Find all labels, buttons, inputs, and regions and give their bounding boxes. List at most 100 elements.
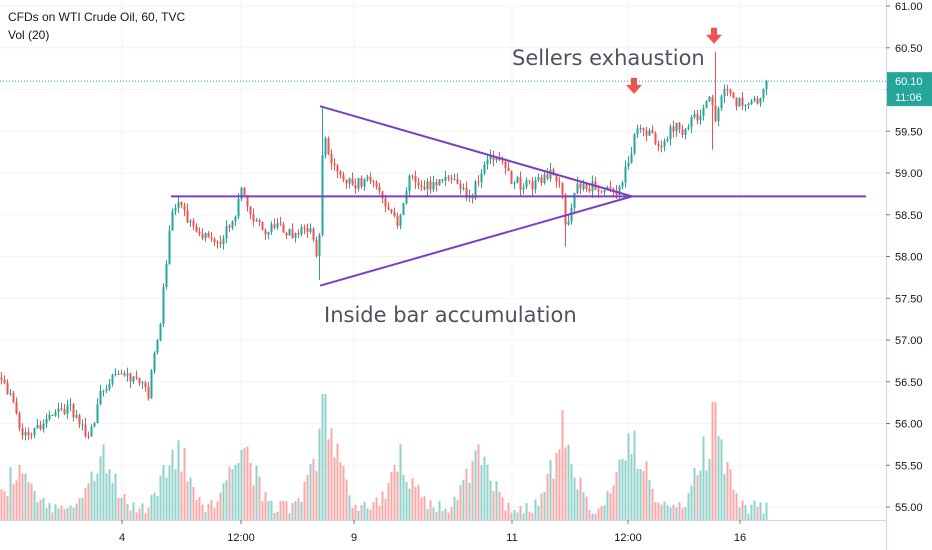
candle-body xyxy=(486,159,489,165)
candle-body xyxy=(138,377,141,384)
volume-bar xyxy=(594,513,597,520)
candle-body xyxy=(393,211,396,216)
candle-body xyxy=(672,126,675,132)
volume-bar xyxy=(372,502,375,520)
candle-body xyxy=(18,413,21,429)
volume-bar xyxy=(267,501,270,520)
volume-bar xyxy=(156,495,159,520)
candle-body xyxy=(315,239,318,256)
candle-body xyxy=(120,373,123,375)
candle-body xyxy=(270,224,273,233)
price-tick-label: 59.00 xyxy=(895,168,923,180)
volume-bar xyxy=(441,511,444,520)
volume-bar xyxy=(360,505,363,520)
volume-bar xyxy=(573,477,576,520)
volume-bar xyxy=(258,476,261,520)
volume-bar xyxy=(423,496,426,520)
volume-bar xyxy=(6,496,9,520)
candle-body xyxy=(765,81,768,90)
candle-body xyxy=(21,428,24,436)
volume-bar xyxy=(309,464,312,520)
candle-body xyxy=(321,155,324,235)
candle-body xyxy=(642,128,645,131)
candle-body xyxy=(75,415,78,418)
volume-bar xyxy=(582,492,585,520)
volume-bar xyxy=(234,464,237,520)
volume-bar xyxy=(270,500,273,520)
volume-bar xyxy=(765,502,768,520)
volume-bar xyxy=(327,439,330,520)
volume-bar xyxy=(762,513,765,520)
candle-body xyxy=(633,134,636,154)
candle-body xyxy=(216,242,219,244)
candle-body xyxy=(501,160,504,162)
candle-body xyxy=(0,377,3,381)
candle-body xyxy=(555,175,558,182)
candle-body xyxy=(558,181,561,184)
volume-bar xyxy=(705,470,708,520)
candle-body xyxy=(354,184,357,189)
volume-bar xyxy=(12,484,15,520)
candle-body xyxy=(342,175,345,180)
volume-bar xyxy=(651,488,654,520)
volume-bar xyxy=(462,479,465,520)
volume-bar xyxy=(681,508,684,520)
volume-bar xyxy=(684,507,687,520)
candle-body xyxy=(540,177,543,184)
volume-bar xyxy=(138,508,141,520)
volume-bar xyxy=(714,402,717,520)
volume-bar xyxy=(144,513,147,520)
volume-bar xyxy=(183,447,186,520)
candle-body xyxy=(603,190,606,193)
volume-bar xyxy=(357,510,360,520)
volume-bar xyxy=(300,501,303,520)
candle-body xyxy=(615,191,618,195)
candle-body xyxy=(618,186,621,195)
volume-bar xyxy=(711,402,714,520)
candle-body xyxy=(390,209,393,212)
candle-body xyxy=(12,392,15,403)
volume-bar xyxy=(81,497,84,520)
volume-bar xyxy=(57,508,60,520)
volume-bar xyxy=(306,474,309,520)
candle-body xyxy=(345,179,348,184)
symbol-legend[interactable]: CFDs on WTI Crude Oil, 60, TVC xyxy=(8,10,186,24)
candle-body xyxy=(438,179,441,186)
volume-bar xyxy=(174,469,177,520)
volume-bar xyxy=(543,491,546,520)
volume-bar xyxy=(483,456,486,520)
volume-bar xyxy=(570,463,573,520)
volume-bar xyxy=(102,444,105,520)
volume-bar xyxy=(606,491,609,520)
candle-body xyxy=(441,179,444,181)
volume-bar xyxy=(201,504,204,520)
candle-body xyxy=(531,181,534,190)
volume-bar xyxy=(495,481,498,520)
price-tick-label: 57.00 xyxy=(895,335,923,347)
grid xyxy=(0,0,886,520)
volume-bar xyxy=(0,489,3,520)
volume-bar xyxy=(486,464,489,520)
candle-body xyxy=(462,187,465,190)
volume-bar xyxy=(150,494,153,520)
current-price-label: 60.10 11:06 xyxy=(887,72,932,107)
time-tick-label: 12:00 xyxy=(614,532,642,544)
volume-bar xyxy=(732,490,735,520)
candle-body xyxy=(654,133,657,144)
candle-body xyxy=(465,187,468,198)
candle-body xyxy=(735,98,738,107)
candle-body xyxy=(762,89,765,99)
volume-bar xyxy=(699,470,702,520)
volume-bar xyxy=(615,472,618,520)
candle-body xyxy=(513,183,516,185)
volume-bar xyxy=(24,473,27,520)
volume-bar xyxy=(513,509,516,520)
volume-bar xyxy=(642,471,645,520)
volume-legend[interactable]: Vol (20) xyxy=(8,28,50,42)
volume-bar xyxy=(132,502,135,520)
volume-bar xyxy=(675,507,678,520)
volume-bar xyxy=(255,465,258,520)
candle-body xyxy=(267,232,270,235)
